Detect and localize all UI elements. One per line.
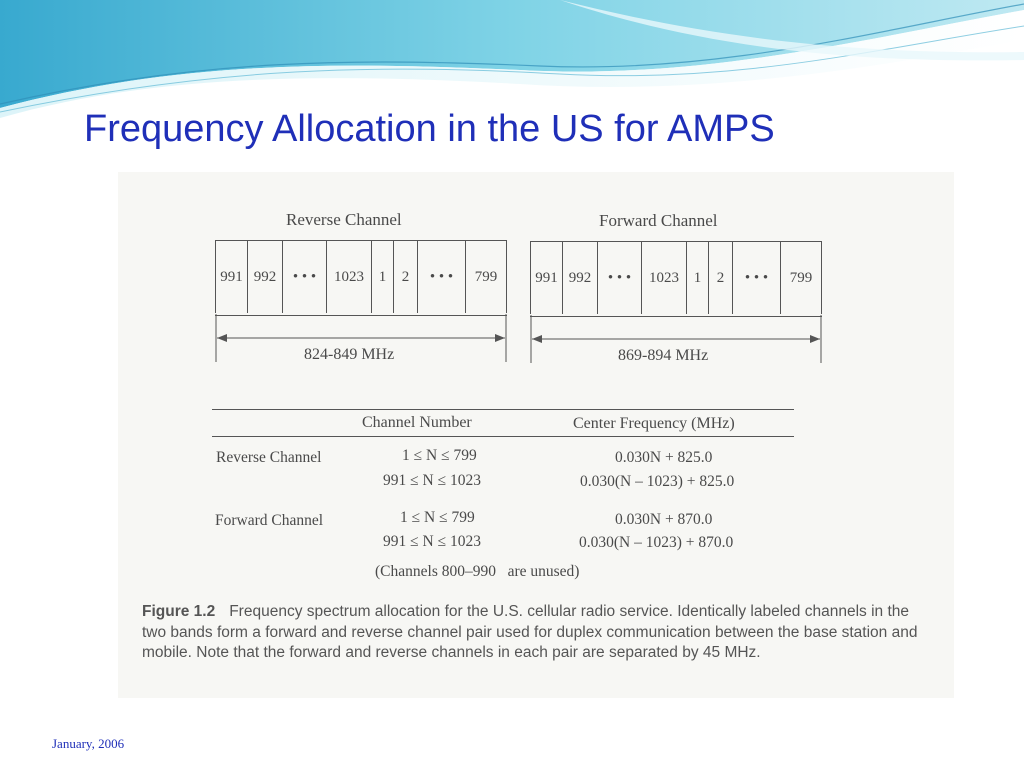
reverse-band: 991 992 • • • 1023 1 2 • • • 799 [215, 240, 507, 316]
table-header-channel-number: Channel Number [362, 414, 472, 431]
range-cell: 1 ≤ N ≤ 799 [402, 447, 477, 464]
band-cell-ellipsis: • • • [418, 241, 466, 313]
range-cell: 991 ≤ N ≤ 1023 [383, 472, 481, 489]
reverse-band-title: Reverse Channel [286, 210, 402, 229]
band-cell: 1023 [642, 242, 687, 314]
band-cell: 991 [530, 242, 563, 314]
band-cell-ellipsis: • • • [283, 241, 327, 313]
header-wave-decoration [0, 0, 1024, 118]
slide-footer-date: January, 2006 [52, 736, 125, 751]
forward-range-label: 869-894 MHz [618, 347, 709, 364]
figure-caption-label: Figure 1.2 [142, 603, 216, 620]
forward-band-title: Forward Channel [599, 211, 718, 230]
band-cell: 799 [781, 242, 822, 314]
band-cell: 2 [709, 242, 733, 314]
table-header-rule [212, 436, 794, 437]
figure-panel: Reverse Channel 991 992 • • • 1023 1 2 •… [118, 172, 954, 698]
band-cell: 1023 [327, 241, 372, 313]
freq-cell: 0.030N + 870.0 [615, 511, 713, 528]
table-top-rule [212, 409, 794, 410]
freq-cell: 0.030(N – 1023) + 825.0 [580, 473, 735, 490]
freq-cell: 0.030(N – 1023) + 870.0 [579, 534, 734, 551]
table-note: (Channels 800–990 are unused) [375, 563, 580, 580]
band-cell-ellipsis: • • • [733, 242, 781, 314]
freq-cell: 0.030N + 825.0 [615, 449, 713, 466]
band-cell: 1 [687, 242, 709, 314]
figure-caption: Figure 1.2 Frequency spectrum allocation … [142, 602, 932, 664]
band-cell: 991 [215, 241, 248, 313]
forward-band: 991 992 • • • 1023 1 2 • • • 799 [530, 241, 822, 317]
range-cell: 1 ≤ N ≤ 799 [400, 509, 475, 526]
slide-title: Frequency Allocation in the US for AMPS [84, 108, 775, 150]
table-header-center-frequency: Center Frequency (MHz) [573, 415, 735, 432]
forward-range-arrow [530, 315, 822, 363]
figure-caption-text: Frequency spectrum allocation for the U.… [142, 603, 918, 661]
band-cell: 2 [394, 241, 418, 313]
band-cell: 992 [248, 241, 283, 313]
range-cell: 991 ≤ N ≤ 1023 [383, 533, 481, 550]
band-cell: 992 [563, 242, 598, 314]
band-cell-ellipsis: • • • [598, 242, 642, 314]
reverse-range-arrow [215, 314, 507, 362]
band-cell: 1 [372, 241, 394, 313]
row-label-reverse: Reverse Channel [216, 449, 322, 466]
row-label-forward: Forward Channel [215, 512, 324, 529]
band-cell: 799 [466, 241, 507, 313]
reverse-range-label: 824-849 MHz [304, 346, 395, 363]
